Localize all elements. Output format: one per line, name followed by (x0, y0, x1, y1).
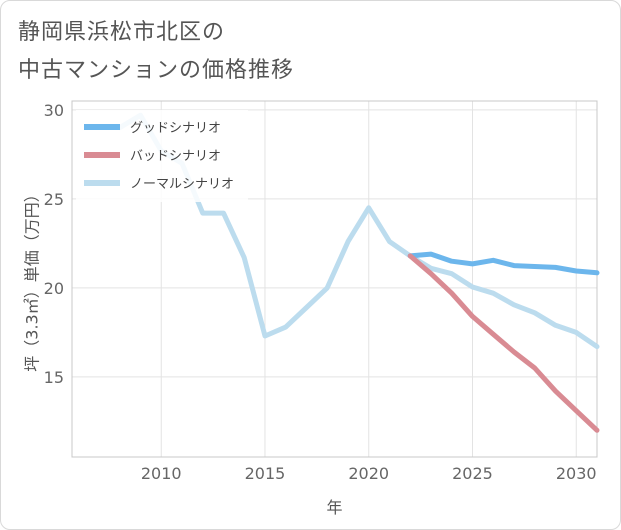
x-tick-label: 2025 (452, 464, 493, 483)
chart-title-line-1: 静岡県浜松市北区の (18, 20, 226, 45)
y-axis-label: 坪（3.3㎡）単価（万円） (23, 186, 42, 371)
y-tick-label: 30 (44, 101, 64, 120)
legend-entry-label: グッドシナリオ (130, 121, 221, 136)
y-tick-label: 25 (44, 190, 64, 209)
series-line-2 (117, 112, 600, 350)
x-tick-label: 2030 (556, 464, 597, 483)
series-line-0 (407, 251, 600, 276)
x-tick-label: 2010 (141, 464, 182, 483)
x-tick-label: 2020 (348, 464, 389, 483)
chart-series (117, 112, 600, 433)
plot-area (71, 100, 598, 458)
chart-title: 静岡県浜松市北区の 中古マンションの価格推移 (18, 14, 294, 90)
chart-title-line-2: 中古マンションの価格推移 (18, 58, 295, 83)
x-axis-ticks: 2010 2015 2020 2025 2030 (141, 464, 597, 483)
x-tick-label: 2015 (245, 464, 286, 483)
series-line-1 (407, 253, 600, 433)
legend-entry-label: バッドシナリオ (130, 149, 221, 164)
y-tick-label: 20 (44, 279, 64, 298)
y-axis-ticks: 15 20 25 30 (44, 101, 64, 387)
y-tick-label: 15 (44, 368, 64, 387)
legend-entry-label: ノーマルシナリオ (130, 177, 234, 192)
x-axis-label: 年 (326, 498, 342, 517)
